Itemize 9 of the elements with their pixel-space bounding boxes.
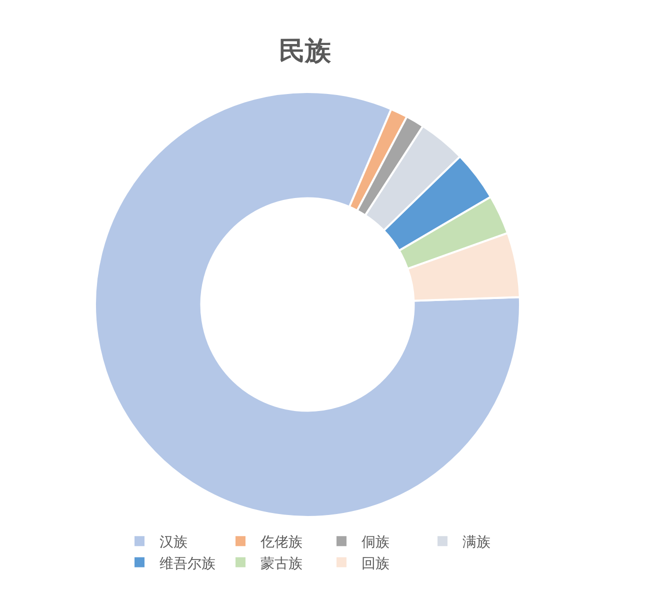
legend-label: 汉族: [160, 534, 188, 551]
legend-label: 侗族: [362, 534, 390, 551]
legend-label: 仡佬族: [260, 534, 302, 551]
donut-slice: [94, 91, 521, 518]
legend-label: 满族: [462, 534, 490, 551]
legend-label: 蒙古族: [260, 556, 302, 572]
legend-label: 回族: [362, 556, 390, 572]
chart-title: 民族: [279, 36, 332, 67]
legend-label: 维吾尔族: [160, 556, 216, 572]
